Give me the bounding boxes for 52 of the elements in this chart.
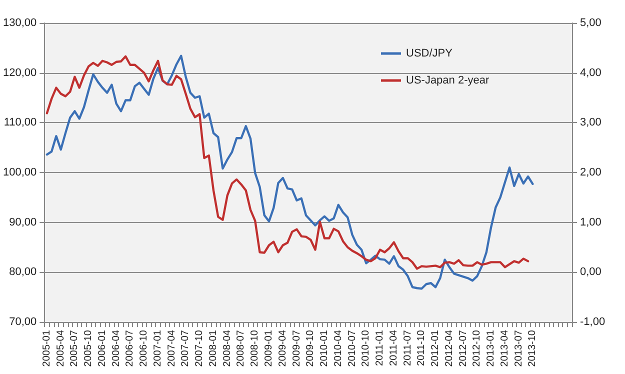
x-tick-label: 2006-10 [138, 330, 150, 367]
y2-tick-label: -1,00 [580, 316, 606, 328]
x-tick-label: 2008-01 [208, 330, 219, 367]
x-tick-label: 2010-01 [319, 330, 330, 367]
x-tick-label: 2012-10 [472, 330, 483, 367]
y-tick-label: 100,00 [2, 166, 37, 178]
y2-tick-label: 5,00 [580, 17, 602, 29]
y-tick-label: 110,00 [4, 116, 37, 129]
y2-tick-label: 0,00 [580, 266, 602, 278]
x-tick-label: 2012-01 [430, 330, 442, 367]
x-tick-label: 2005-01 [41, 330, 52, 367]
x-tick-label: 2007-04 [166, 330, 178, 367]
x-tick-label: 2006-01 [96, 330, 108, 367]
x-tick-label: 2009-10 [305, 330, 316, 367]
legend-label: USD/JPY [406, 48, 454, 60]
x-tick-label: 2011-04 [388, 330, 400, 366]
y2-tick-label: 2,00 [580, 166, 602, 178]
x-tick-label: 2006-07 [124, 330, 136, 367]
x-tick-label: 2010-10 [360, 330, 372, 367]
y-tick-label: 70,00 [9, 316, 37, 328]
x-tick-label: 2009-04 [277, 330, 288, 367]
x-tick-label: 2012-04 [444, 330, 455, 367]
x-tick-label: 2012-07 [458, 330, 469, 367]
x-tick-label: 2008-04 [222, 330, 233, 367]
x-tick-label: 2013-04 [499, 330, 510, 367]
x-tick-label: 2007-10 [194, 330, 206, 367]
x-tick-label: 2007-01 [152, 330, 164, 367]
x-tick-label: 2009-07 [291, 330, 302, 367]
legend-label: US-Japan 2-year [406, 74, 490, 86]
x-tick-label: 2011-01 [374, 330, 386, 366]
x-tick-label: 2011-10 [416, 330, 428, 366]
y2-tick-label: 4,00 [580, 66, 602, 79]
x-tick-label: 2011-07 [402, 330, 414, 366]
x-tick-label: 2005-04 [55, 330, 66, 367]
x-tick-label: 2008-07 [236, 330, 247, 367]
x-tick-label: 2013-01 [486, 330, 497, 367]
y-tick-label: 130,00 [2, 17, 37, 29]
y-tick-label: 90,00 [9, 216, 37, 228]
y2-tick-label: 3,00 [580, 116, 602, 129]
y-tick-label: 80,00 [9, 266, 37, 278]
y-tick-label: 120,00 [2, 66, 37, 79]
x-tick-label: 2013-07 [513, 330, 524, 367]
y2-tick-label: 1,00 [580, 216, 602, 228]
x-tick-label: 2007-07 [180, 330, 192, 367]
x-tick-label: 2005-07 [69, 330, 80, 367]
x-tick-label: 2008-10 [250, 330, 261, 367]
x-tick-label: 2006-04 [110, 330, 122, 367]
x-tick-label: 2010-07 [346, 330, 358, 367]
x-tick-label: 2013-10 [527, 330, 538, 367]
x-tick-label: 2009-01 [264, 330, 274, 367]
x-tick-label: 2010-04 [332, 330, 344, 367]
x-tick-label: 2005-10 [83, 330, 94, 367]
